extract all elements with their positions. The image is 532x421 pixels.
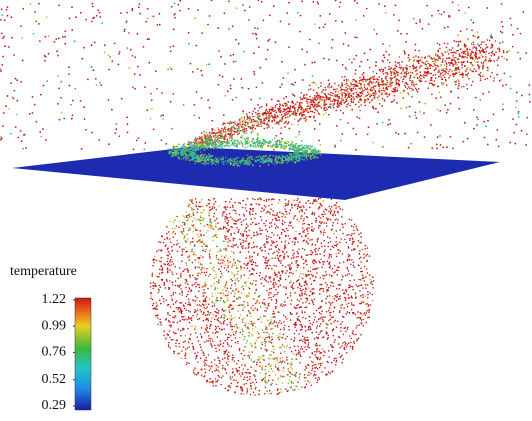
particles (149, 197, 375, 396)
colorbar-tick-label: 0.99 (42, 318, 67, 333)
plate (12, 147, 500, 200)
colorbar-title: temperature (10, 264, 77, 279)
colorbar-tick-label: 0.29 (42, 398, 67, 413)
colorbar-tick-label: 1.22 (42, 292, 67, 307)
particles (11, 2, 517, 153)
particles-front (149, 136, 375, 396)
particles (63, 4, 501, 151)
colorbar (74, 297, 92, 411)
particles (1, 2, 520, 151)
particles (35, 5, 528, 152)
colorbar-tick-label: 0.76 (42, 345, 67, 360)
particles (168, 136, 322, 167)
particles-back (0, 0, 531, 154)
particles (46, 12, 480, 151)
colorbar-ticks: 1.22 0.99 0.76 0.52 0.29 (42, 292, 75, 413)
particles (0, 0, 531, 154)
colorbar-tick-label: 0.52 (42, 372, 67, 387)
